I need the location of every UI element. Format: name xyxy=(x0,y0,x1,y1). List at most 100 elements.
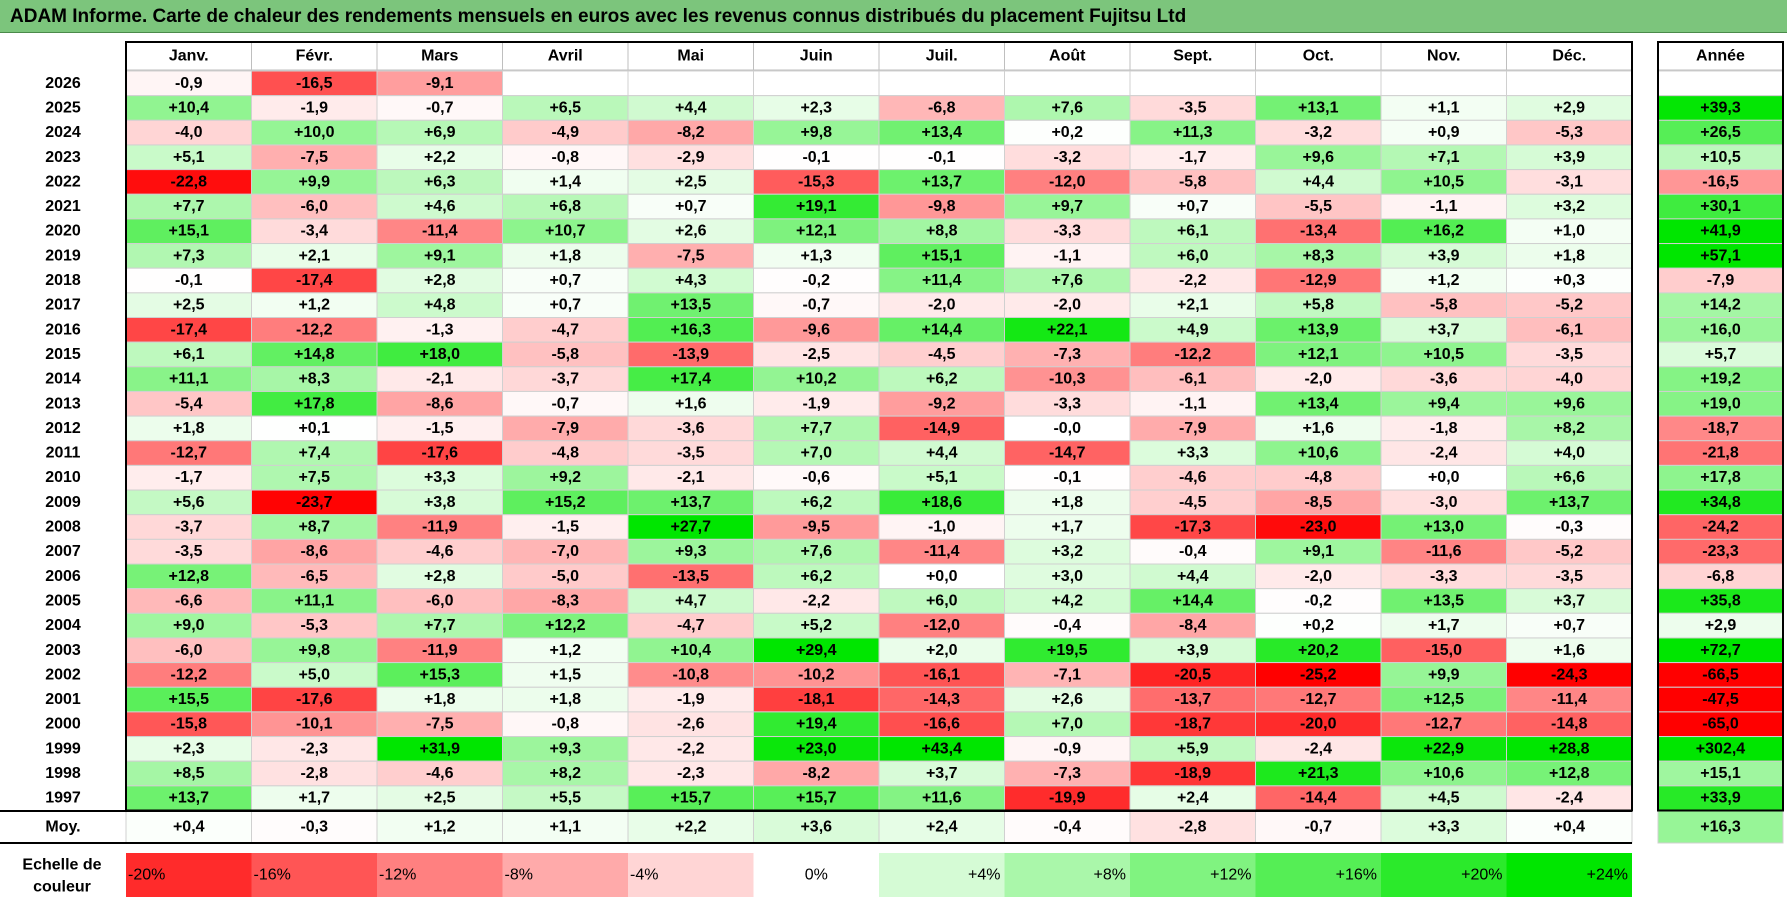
heat-cell xyxy=(1255,637,1382,664)
cell-value: +2,5 xyxy=(173,297,205,314)
cell-value: -5,5 xyxy=(1304,198,1332,215)
cell-value: +5,6 xyxy=(173,494,205,511)
cell-value: -0,2 xyxy=(802,272,830,289)
heat-cell xyxy=(627,686,754,713)
year-label: 2011 xyxy=(46,445,81,462)
cell-value: -9,8 xyxy=(928,198,956,215)
heat-cell xyxy=(1506,662,1633,688)
cell-value: -3,2 xyxy=(1304,124,1332,141)
heat-cell xyxy=(502,736,629,762)
heat-cell xyxy=(376,341,503,368)
cell-value: +19,1 xyxy=(796,198,837,215)
heat-cell xyxy=(878,193,1005,220)
cell-value: -3,3 xyxy=(1430,568,1458,585)
cell-value: -10,8 xyxy=(673,666,710,683)
cell-value: -1,1 xyxy=(1053,247,1081,264)
heat-cell xyxy=(376,785,503,811)
heat-cell xyxy=(1004,218,1131,245)
header-cell xyxy=(125,41,252,71)
year-label: 2004 xyxy=(45,617,81,634)
header-cell xyxy=(251,41,378,71)
heat-cell xyxy=(1004,514,1131,540)
cell-value: +8,3 xyxy=(1302,247,1334,264)
cell-value: +15,7 xyxy=(671,790,712,807)
cell-value: +6,0 xyxy=(1177,247,1209,264)
year-label: 2021 xyxy=(45,198,81,215)
scale-swatch xyxy=(1004,853,1130,897)
cell-value: +17,4 xyxy=(671,371,712,388)
cell-value: +7,6 xyxy=(1051,99,1083,116)
cell-value: +2,3 xyxy=(800,99,832,116)
heat-cell xyxy=(502,588,629,614)
heat-cell xyxy=(251,390,378,417)
cell-value: +6,6 xyxy=(1553,469,1585,486)
cell-value: -24,3 xyxy=(1551,666,1588,683)
heat-cell xyxy=(1004,538,1131,565)
heat-cell xyxy=(878,538,1005,565)
heat-cell xyxy=(1506,711,1633,738)
heat-cell xyxy=(376,538,503,565)
heat-cell xyxy=(502,267,629,294)
heat-cell xyxy=(1506,70,1633,97)
heat-cell xyxy=(376,144,503,171)
cell-value: -4,6 xyxy=(426,765,454,782)
heat-cell xyxy=(753,662,880,688)
cell-value: +5,2 xyxy=(800,617,832,634)
cell-value: +0,7 xyxy=(675,198,707,215)
heat-cell xyxy=(1004,144,1131,171)
heat-cell xyxy=(753,366,880,392)
cell-value: +3,7 xyxy=(926,765,958,782)
cell-value: -16,5 xyxy=(296,75,333,92)
cell-value: +4,7 xyxy=(675,592,707,609)
cell-value: +5,1 xyxy=(173,149,205,166)
cell-value: +4,8 xyxy=(424,297,456,314)
year-label: 2024 xyxy=(45,124,81,141)
heat-cell xyxy=(878,390,1005,417)
year-label: 2014 xyxy=(45,371,81,388)
heat-cell xyxy=(1129,70,1256,97)
average-label: Moy. xyxy=(45,819,80,836)
heat-cell xyxy=(376,193,503,220)
heat-cell xyxy=(878,70,1005,97)
year-label: 2008 xyxy=(45,519,81,536)
heat-cell xyxy=(1004,686,1131,713)
annual-cell xyxy=(1657,95,1784,121)
heat-cell xyxy=(502,563,629,590)
heat-cell xyxy=(753,464,880,491)
cell-value: +13,4 xyxy=(922,124,963,141)
heat-cell xyxy=(1129,464,1256,491)
cell-value: +19,5 xyxy=(1047,642,1088,659)
cell-value: -1,5 xyxy=(551,519,579,536)
heat-cell xyxy=(627,70,754,97)
heat-cell xyxy=(878,243,1005,269)
heat-cell xyxy=(1255,169,1382,195)
heat-cell xyxy=(753,686,880,713)
heat-cell xyxy=(502,440,629,466)
cell-value: +9,1 xyxy=(424,247,456,264)
annual-value: -6,8 xyxy=(1707,568,1735,585)
cell-value: +13,1 xyxy=(1298,99,1339,116)
cell-value: -2,4 xyxy=(1430,445,1458,462)
cell-value: +2,6 xyxy=(1051,691,1083,708)
cell-value: -17,4 xyxy=(171,321,208,338)
heat-cell xyxy=(627,169,754,195)
cell-value: -2,0 xyxy=(928,297,956,314)
cell-value: +7,7 xyxy=(800,420,832,437)
cell-value: -13,9 xyxy=(673,346,710,363)
cell-value: +1,5 xyxy=(549,666,581,683)
cell-value: +7,1 xyxy=(1428,149,1460,166)
average-value: +2,2 xyxy=(675,819,707,836)
heat-cell xyxy=(1004,785,1131,811)
cell-value: +1,7 xyxy=(1428,617,1460,634)
cell-value: -12,0 xyxy=(924,617,961,634)
heat-cell xyxy=(753,538,880,565)
cell-value: +8,5 xyxy=(173,765,205,782)
cell-value: +8,2 xyxy=(549,765,581,782)
cell-value: -8,2 xyxy=(677,124,705,141)
heat-cell xyxy=(1380,341,1507,368)
cell-value: -1,1 xyxy=(1179,395,1207,412)
heat-cell xyxy=(753,612,880,639)
cell-value: -16,1 xyxy=(924,666,961,683)
annual-cell xyxy=(1657,243,1784,269)
heat-cell xyxy=(1129,538,1256,565)
